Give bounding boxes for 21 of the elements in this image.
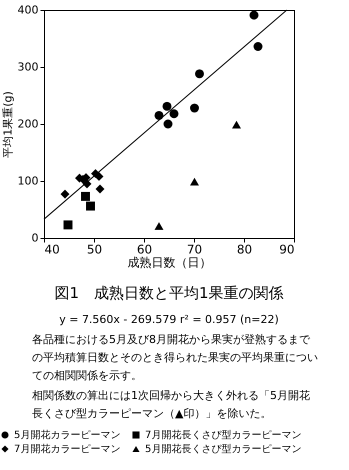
text: 各品種における5月及び8月開花から果実が登熟するまでの平均積算日数とそのとき得られた果実の平均果重についての相関関係を示す。 — [32, 333, 318, 382]
text: 相関係数の算出には1次回帰から大きく外れる「5月開花長くさび型カラーピーマン（▲印）」を除いた。 — [32, 389, 310, 420]
legend-label: 5月開花カラーピーマン — [14, 429, 120, 441]
x-tick-label: 40 — [44, 242, 60, 256]
x-tick-label: 70 — [186, 242, 202, 256]
legend-label: 7月開花長くさび型カラーピーマン — [145, 429, 302, 441]
y-axis-title: 平均1果重(g) — [2, 91, 15, 158]
y-tick-label: 0 — [32, 232, 38, 244]
y-tick-label: 200 — [18, 118, 38, 130]
x-axis-title: 成熟日数（日） — [128, 256, 212, 270]
x-tick-label: 90 — [279, 242, 294, 256]
x-tick-label: 60 — [136, 242, 152, 256]
x-tick-label: 50 — [86, 242, 102, 256]
x-tick-label: 80 — [236, 242, 252, 256]
y-tick-label: 100 — [18, 174, 38, 188]
y-tick-label: 300 — [18, 60, 38, 74]
text: 図1 成熟日数と平均1果重の関係 — [54, 284, 284, 302]
text: y = 7.560x - 269.579 r² = 0.957 (n=22) — [59, 313, 279, 326]
legend-label: 7月開花カラーピーマン — [14, 443, 120, 455]
legend-label: 5月開花長くさび型カラーピーマン — [145, 443, 302, 455]
y-tick-label: 400 — [18, 4, 38, 16]
